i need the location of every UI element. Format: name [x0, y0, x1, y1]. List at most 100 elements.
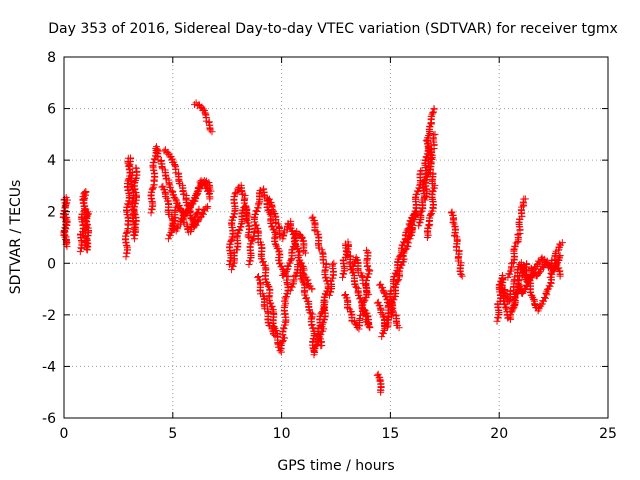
- data-point: [507, 308, 515, 316]
- data-point: [284, 272, 292, 280]
- data-point: [264, 318, 272, 326]
- data-point: [298, 234, 306, 242]
- data-point: [206, 126, 214, 134]
- data-point: [325, 291, 333, 299]
- y-tick-label: 6: [47, 102, 56, 118]
- data-point: [189, 221, 197, 229]
- data-series: [59, 99, 566, 396]
- data-point: [321, 290, 329, 298]
- plot-frame: [63, 56, 609, 419]
- data-point: [292, 241, 300, 249]
- data-point: [351, 280, 359, 288]
- data-point: [204, 186, 212, 194]
- data-point: [404, 243, 412, 251]
- data-point: [330, 259, 338, 267]
- x-tick-label: 0: [60, 426, 69, 442]
- data-point: [423, 136, 431, 144]
- data-point: [556, 252, 564, 260]
- data-point: [122, 253, 130, 261]
- data-point: [193, 209, 201, 217]
- data-point: [356, 314, 364, 322]
- data-point: [268, 302, 276, 310]
- data-point: [404, 225, 412, 233]
- data-point: [380, 288, 388, 296]
- data-point: [416, 208, 424, 216]
- data-point: [317, 342, 325, 350]
- data-point: [123, 203, 131, 211]
- data-point: [265, 207, 273, 215]
- data-point: [297, 272, 305, 280]
- data-point: [282, 293, 290, 301]
- data-point: [323, 276, 331, 284]
- data-point: [421, 196, 429, 204]
- data-point: [413, 191, 421, 199]
- y-tick-label: 0: [47, 256, 56, 272]
- axis-ticks: [63, 56, 609, 419]
- data-point: [291, 233, 299, 241]
- data-point: [308, 320, 316, 328]
- data-point: [528, 292, 536, 300]
- data-point: [448, 208, 456, 216]
- data-point: [449, 218, 457, 226]
- x-axis-tick-labels: 0 5 10 15 20 25: [60, 426, 617, 442]
- data-point: [268, 205, 276, 213]
- data-point: [407, 231, 415, 239]
- data-point: [410, 211, 418, 219]
- data-point: [283, 266, 291, 274]
- chart-title: Day 353 of 2016, Sidereal Day-to-day VTE…: [48, 21, 618, 37]
- data-point: [288, 227, 296, 235]
- data-point: [228, 266, 236, 274]
- data-point: [363, 289, 371, 297]
- data-point: [377, 388, 385, 396]
- data-point: [458, 272, 466, 280]
- data-point: [131, 200, 139, 208]
- data-point: [396, 252, 404, 260]
- data-point: [423, 234, 431, 241]
- data-point: [279, 324, 287, 332]
- data-point: [262, 275, 270, 283]
- data-point: [379, 330, 387, 338]
- x-tick-label: 10: [273, 426, 291, 442]
- data-point: [511, 243, 519, 251]
- data-point: [266, 195, 274, 203]
- y-tick-label: 8: [47, 50, 56, 66]
- data-point: [234, 229, 242, 237]
- data-point: [400, 239, 408, 247]
- data-point: [149, 185, 157, 193]
- x-tick-label: 5: [168, 426, 177, 442]
- data-point: [526, 276, 534, 284]
- data-point: [429, 109, 437, 117]
- data-point: [228, 216, 236, 224]
- data-point: [392, 270, 400, 278]
- data-point: [161, 192, 169, 200]
- y-axis-tick-labels: -6 -4 -2 0 2 4 6 8: [42, 50, 56, 427]
- series-sdtvar: [59, 99, 566, 396]
- data-point: [259, 258, 267, 266]
- data-point: [204, 203, 212, 211]
- data-point: [270, 330, 278, 338]
- data-point: [124, 201, 132, 209]
- data-point: [315, 331, 323, 339]
- data-point: [555, 264, 563, 272]
- data-point: [430, 105, 438, 113]
- data-point: [169, 191, 177, 199]
- data-point: [253, 207, 261, 215]
- data-point: [230, 213, 238, 221]
- data-point: [309, 213, 317, 221]
- data-point: [243, 211, 251, 219]
- data-point: [457, 270, 465, 278]
- data-point: [167, 187, 175, 195]
- data-point: [303, 294, 311, 302]
- data-point: [374, 298, 382, 306]
- data-point: [150, 159, 158, 167]
- data-point: [159, 182, 167, 190]
- data-point: [322, 273, 330, 281]
- y-tick-label: -4: [42, 359, 56, 375]
- data-point: [558, 239, 566, 247]
- data-point: [305, 306, 313, 314]
- data-point: [84, 208, 92, 216]
- data-point: [391, 273, 399, 281]
- data-point: [430, 131, 438, 139]
